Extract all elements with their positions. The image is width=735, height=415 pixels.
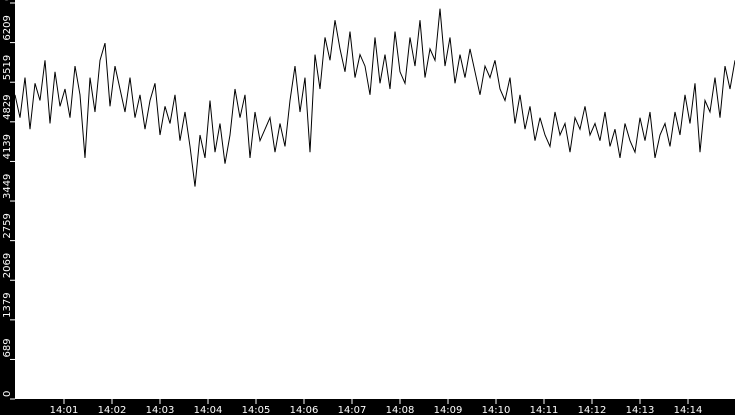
x-tick-label: 14:11	[530, 405, 559, 415]
x-tick-label: 14:06	[290, 405, 319, 415]
x-tick-label: 14:13	[626, 405, 655, 415]
y-tick-label: 2759	[2, 213, 13, 238]
plot-area	[15, 0, 735, 399]
y-tick-label: 0	[2, 391, 13, 397]
y-tick-label: 6209	[2, 15, 13, 40]
x-tick-label: 14:05	[242, 405, 271, 415]
x-tick-label: 14:08	[386, 405, 415, 415]
y-tick-label: 4139	[2, 134, 13, 159]
y-tick-label: 2069	[2, 253, 13, 278]
y-tick-label: 6899	[2, 0, 13, 1]
y-axis: 0 689 1379 2069 2759 3449 4139 4829 5519 6209 6899	[2, 0, 15, 400]
x-tick-label: 14:07	[338, 405, 367, 415]
x-tick-label: 14:03	[146, 405, 175, 415]
x-tick-label: 14:10	[482, 405, 511, 415]
series-line	[14, 8, 735, 187]
x-tick-label: 14:04	[194, 405, 223, 415]
x-tick-label: 14:12	[578, 405, 607, 415]
y-tick-label: 1379	[2, 292, 13, 317]
x-tick-label: 14:09	[434, 405, 463, 415]
y-tick-label: 5519	[2, 55, 13, 80]
x-tick-label: 14:14	[674, 405, 703, 415]
x-tick-label: 14:02	[98, 405, 127, 415]
y-tick-label: 4829	[2, 94, 13, 119]
x-tick-label: 14:01	[50, 405, 79, 415]
x-axis: 14:01 14:02 14:03 14:04 14:05 14:06 14:07 14:08…	[50, 399, 703, 415]
y-tick-label: 3449	[2, 174, 13, 199]
y-tick-label: 689	[2, 338, 13, 357]
